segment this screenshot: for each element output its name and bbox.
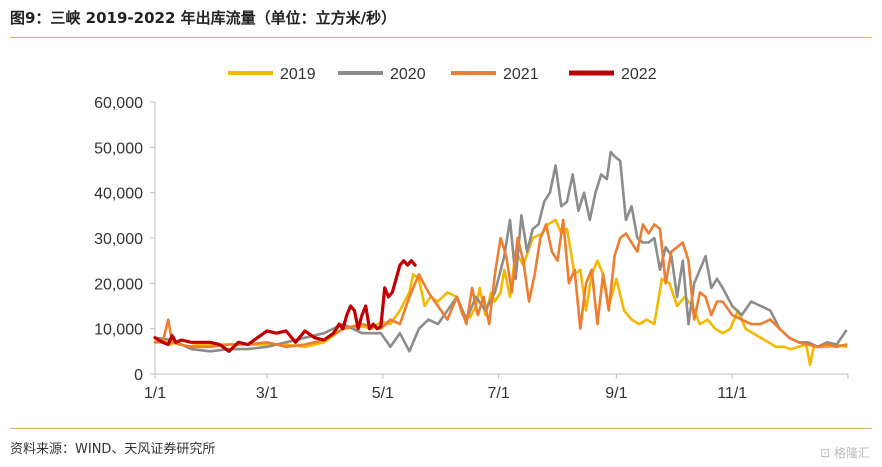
- axes: 0 10,000 20,000 30,000 40,000 50,000 60,000 1/1…: [94, 95, 849, 402]
- source-note: 资料来源：WIND、天风证券研究所: [10, 442, 216, 457]
- y-tick-label: 30,000: [94, 231, 143, 248]
- series-line-2022: [153, 259, 417, 353]
- legend-label-2020: 2020: [390, 66, 426, 83]
- series-lines: [153, 150, 848, 367]
- x-tick-label: 3/1: [256, 385, 278, 402]
- y-tick-label: 40,000: [94, 186, 143, 203]
- x-tick-label: 5/1: [372, 385, 394, 402]
- line-chart: 2019 2020 2021 2022 0 10,000 20,000 30,000 40,0…: [94, 66, 849, 402]
- y-tick-label: 50,000: [94, 140, 143, 157]
- series-line-2020: [153, 150, 848, 353]
- x-tick-label: 9/1: [605, 385, 627, 402]
- x-tick-label: 7/1: [488, 385, 510, 402]
- y-tick-label: 0: [134, 367, 143, 384]
- x-tick-label: 1/1: [144, 385, 166, 402]
- legend-label-2021: 2021: [503, 66, 539, 83]
- bottom-divider: [10, 428, 872, 429]
- y-tick-label: 10,000: [94, 322, 143, 339]
- series-line-2021: [153, 218, 848, 349]
- legend: 2019 2020 2021 2022: [228, 66, 657, 83]
- legend-label-2019: 2019: [280, 66, 316, 83]
- top-divider: [10, 37, 872, 38]
- watermark-logo: ⊡ 格隆汇: [820, 446, 870, 460]
- legend-label-2022: 2022: [621, 66, 657, 83]
- chart-title: 图9：三峡 2019-2022 年出库流量（单位：立方米/秒）: [10, 9, 397, 27]
- x-tick-label: 11/1: [717, 385, 747, 402]
- y-tick-label: 20,000: [94, 276, 143, 293]
- y-tick-label: 60,000: [94, 95, 143, 112]
